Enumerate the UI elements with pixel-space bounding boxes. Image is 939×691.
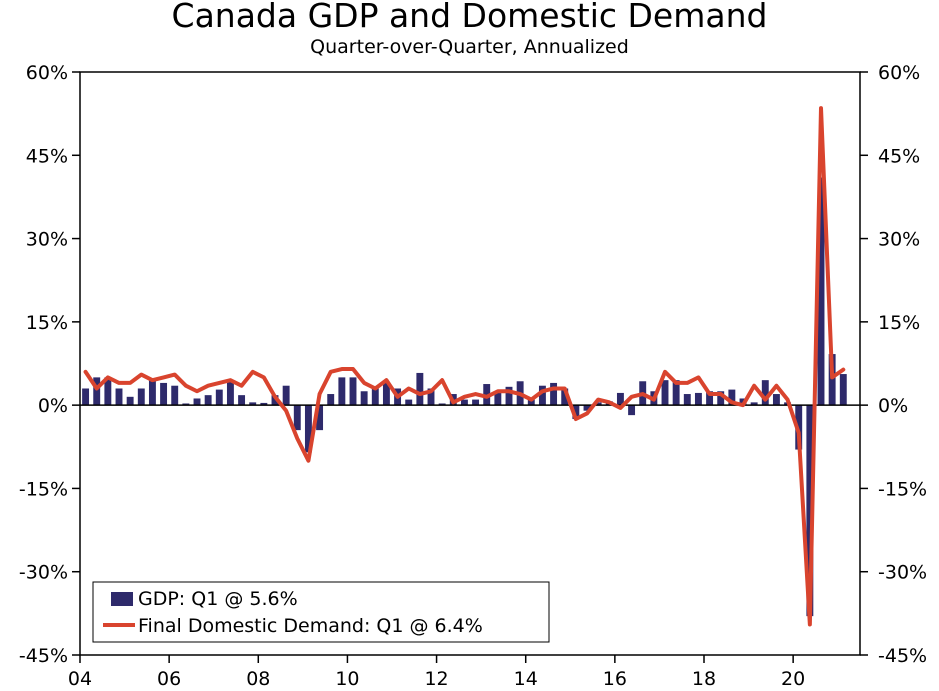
- gdp-bar: [360, 391, 368, 406]
- x-tick-label: 06: [157, 668, 181, 690]
- legend-gdp-swatch: [111, 592, 133, 606]
- gdp-bar: [160, 382, 168, 406]
- gdp-bar: [683, 394, 691, 406]
- legend-fdd-label: Final Domestic Demand: Q1 @ 6.4%: [138, 615, 483, 637]
- x-tick-label: 04: [68, 668, 92, 690]
- gdp-bar: [828, 354, 836, 406]
- gdp-bar: [561, 388, 569, 406]
- gdp-bar: [371, 388, 379, 406]
- gdp-bar: [293, 405, 301, 431]
- gdp-bar: [115, 388, 123, 406]
- x-tick-label: 12: [424, 668, 448, 690]
- chart-title: Canada GDP and Domestic Demand: [171, 0, 768, 35]
- gdp-bar: [472, 399, 480, 406]
- y-tick-label-right: -45%: [878, 645, 927, 667]
- gdp-bar: [349, 377, 357, 406]
- gdp-bar: [438, 403, 446, 406]
- gdp-bar: [316, 405, 324, 431]
- gdp-bar: [226, 381, 234, 406]
- axis-ticks: 60% 60% 45% 45% 30% 30% 15% 15% 0% 0% -15% -15% -30%…: [19, 62, 927, 690]
- y-tick-label-left: 60%: [26, 62, 68, 84]
- gdp-bar: [717, 391, 725, 406]
- x-tick-label: 10: [335, 668, 359, 690]
- y-tick-label-right: 60%: [878, 62, 920, 84]
- plot-frame: [79, 71, 861, 656]
- gdp-bar: [182, 403, 190, 406]
- y-tick-label-right: -15%: [878, 478, 927, 500]
- gdp-bar: [104, 377, 112, 406]
- gdp-bar: [427, 388, 435, 406]
- gdp-bar: [538, 385, 546, 406]
- gdp-bar: [327, 394, 335, 406]
- gdp-bar: [93, 377, 101, 406]
- gdp-bar: [82, 388, 90, 406]
- gdp-bar: [817, 177, 825, 406]
- gdp-bar: [282, 385, 290, 406]
- gdp-bar: [572, 405, 580, 420]
- gdp-bar: [706, 391, 714, 406]
- legend: GDP: Q1 @ 5.6% Final Domestic Demand: Q1…: [92, 581, 550, 643]
- chart-subtitle: Quarter-over-Quarter, Annualized: [310, 36, 629, 58]
- y-tick-label-left: -30%: [19, 562, 68, 584]
- y-tick-label-right: 0%: [878, 395, 908, 417]
- gdp-bar: [616, 392, 624, 406]
- gdp-bar: [628, 405, 636, 416]
- legend-box: [92, 581, 550, 643]
- gdp-bar: [193, 398, 201, 406]
- gdp-bar: [750, 402, 758, 406]
- gdp-bar: [839, 374, 847, 406]
- gdp-bar: [137, 388, 145, 406]
- x-tick-label: 08: [246, 668, 270, 690]
- gdp-bar: [661, 380, 669, 406]
- x-tick-label: 14: [514, 668, 538, 690]
- y-tick-label-right: -30%: [878, 562, 927, 584]
- gdp-bar: [260, 402, 268, 406]
- gdp-bar: [460, 399, 468, 406]
- x-tick-label: 16: [603, 668, 627, 690]
- gdp-bar: [494, 391, 502, 406]
- fdd-line-layer: [83, 106, 846, 627]
- fdd-line: [83, 106, 846, 627]
- gdp-bar: [583, 405, 591, 411]
- gdp-bar: [550, 382, 558, 406]
- gdp-bar: [527, 399, 535, 406]
- gdp-bar: [271, 395, 279, 406]
- legend-gdp-label: GDP: Q1 @ 5.6%: [138, 588, 298, 610]
- gdp-bar: [304, 405, 312, 453]
- gdp-bar: [249, 402, 257, 406]
- gdp-bar: [672, 380, 680, 406]
- gdp-bar: [505, 386, 513, 406]
- y-tick-label-right: 30%: [878, 229, 920, 251]
- x-tick-label: 20: [781, 668, 805, 690]
- gdp-bar: [382, 381, 390, 406]
- y-tick-label-left: -45%: [19, 645, 68, 667]
- y-tick-label-right: 15%: [878, 312, 920, 334]
- gdp-bar: [171, 385, 179, 406]
- gdp-bar: [761, 380, 769, 406]
- gdp-bar: [694, 392, 702, 406]
- gdp-bar: [806, 405, 814, 617]
- gdp-bar: [215, 389, 223, 406]
- gdp-bar: [148, 380, 156, 406]
- gdp-bar: [238, 395, 246, 406]
- y-tick-label-left: 0%: [38, 395, 68, 417]
- gdp-bar: [416, 372, 424, 406]
- y-tick-label-left: 45%: [26, 145, 68, 167]
- gdp-bar: [405, 399, 413, 406]
- x-tick-label: 18: [692, 668, 716, 690]
- gdp-bar: [338, 377, 346, 406]
- y-tick-label-right: 45%: [878, 145, 920, 167]
- y-tick-label-left: 30%: [26, 229, 68, 251]
- gdp-bar: [772, 394, 780, 406]
- plot-border: [79, 71, 861, 656]
- y-tick-label-left: 15%: [26, 312, 68, 334]
- y-tick-label-left: -15%: [19, 478, 68, 500]
- gdp-bar: [728, 389, 736, 406]
- gdp-bar: [594, 402, 602, 406]
- gdp-bar: [126, 396, 134, 406]
- gdp-bar: [204, 395, 212, 406]
